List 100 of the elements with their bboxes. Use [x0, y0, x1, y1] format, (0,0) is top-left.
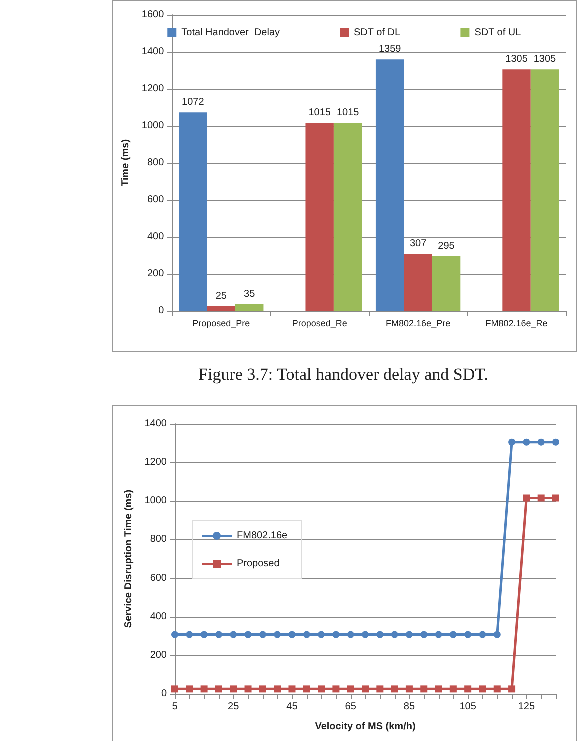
data-label: 1305	[534, 54, 557, 66]
y-tick-label: 800	[150, 534, 168, 546]
point	[332, 686, 340, 693]
point	[186, 686, 194, 693]
y-axis-title: Time (ms)	[120, 139, 132, 187]
y-tick-label: 1400	[142, 46, 165, 58]
point	[450, 686, 457, 693]
bar	[530, 70, 560, 311]
y-tick-label: 0	[161, 688, 168, 700]
y-tick-label: 200	[147, 268, 165, 280]
x-tick-label: 5	[172, 702, 178, 712]
point	[274, 631, 282, 638]
point	[186, 631, 194, 638]
point	[420, 686, 428, 693]
x-tick-label: FM802.16e_Re	[486, 318, 548, 328]
point	[406, 686, 413, 693]
x-tick-label: 45	[286, 702, 298, 712]
point	[406, 631, 413, 638]
x-tick-label: 25	[228, 702, 240, 712]
bar	[502, 70, 531, 311]
legend-label: FM802.16e	[237, 530, 288, 542]
point	[318, 631, 326, 638]
data-label: 1015	[308, 108, 332, 119]
point	[508, 438, 516, 446]
data-label: 1015	[336, 108, 360, 119]
bar	[376, 60, 404, 311]
point	[288, 631, 296, 638]
point	[376, 686, 384, 693]
y-tick-label: 600	[147, 194, 165, 206]
x-tick-label: Proposed_Re	[292, 318, 348, 328]
x-tick-label: 85	[404, 702, 416, 712]
y-tick-label: 600	[150, 572, 168, 584]
legend-label: SDT of DL	[354, 28, 401, 38]
y-tick-label: 400	[147, 232, 165, 242]
data-label: 295	[438, 240, 456, 252]
point	[538, 438, 545, 446]
point	[538, 494, 545, 502]
x-axis-title: Velocity of MS (km/h)	[315, 722, 416, 732]
point	[288, 686, 296, 693]
x-tick-label: 65	[345, 702, 357, 712]
point	[494, 686, 501, 693]
data-label: 307	[410, 238, 428, 250]
bar	[306, 123, 334, 311]
point	[172, 631, 178, 638]
point	[215, 631, 222, 638]
legend-label: Total Handover Delay	[182, 28, 280, 38]
point	[435, 686, 442, 693]
point	[362, 686, 369, 693]
point	[303, 631, 310, 638]
x-tick-label: Proposed_Pre	[192, 318, 250, 328]
y-tick-label: 1000	[142, 120, 165, 132]
x-tick-label: 125	[518, 702, 536, 712]
point	[508, 686, 516, 693]
point	[200, 631, 208, 638]
point	[420, 631, 428, 638]
point	[332, 631, 340, 638]
x-tick-label: 105	[460, 702, 477, 712]
point	[230, 686, 238, 693]
point	[479, 686, 486, 693]
point	[376, 631, 384, 638]
point	[303, 686, 310, 693]
x-tick-label: FM802.16e_Pre	[386, 318, 451, 328]
legend-label: Proposed	[237, 558, 280, 570]
data-label: 1359	[378, 44, 402, 56]
point	[523, 438, 530, 446]
point	[200, 686, 208, 693]
point	[244, 686, 252, 693]
caption: Figure 3.7: Total handover delay and SDT.	[198, 365, 490, 385]
bar	[432, 256, 461, 311]
y-tick-label: 0	[158, 306, 165, 316]
data-label: 25	[216, 290, 228, 302]
point	[259, 686, 266, 693]
bar	[404, 254, 432, 311]
bar	[179, 112, 208, 311]
point	[244, 631, 252, 638]
point	[552, 494, 560, 502]
y-tick-label: 1400	[144, 418, 168, 430]
y-tick-label: 1600	[142, 10, 165, 20]
y-tick-label: 400	[150, 611, 168, 622]
point	[464, 686, 472, 693]
bar	[235, 304, 264, 311]
bar	[334, 123, 362, 311]
point	[552, 438, 560, 446]
y-tick-label: 1000	[144, 496, 168, 507]
data-label: 1072	[182, 97, 205, 108]
bar	[207, 306, 236, 311]
point	[479, 631, 486, 638]
point	[391, 631, 398, 638]
point	[230, 631, 238, 638]
data-label: 1305	[506, 54, 528, 66]
point	[259, 631, 266, 638]
legend-label: SDT of UL	[474, 28, 522, 38]
y-tick-label: 1200	[144, 457, 168, 468]
point	[347, 631, 354, 638]
y-tick-label: 800	[147, 158, 165, 168]
point	[391, 686, 398, 693]
point	[523, 494, 530, 502]
point	[274, 686, 282, 693]
point	[347, 686, 354, 693]
point	[494, 631, 501, 638]
